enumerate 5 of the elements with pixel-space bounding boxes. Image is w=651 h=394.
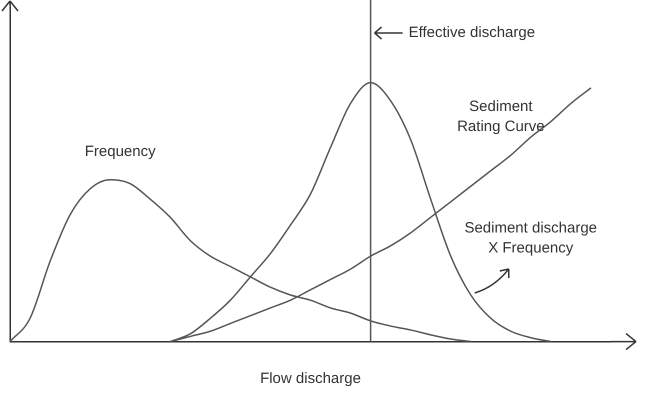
series-label: Sediment discharge X Frequency (464, 219, 598, 256)
x-axis-title: Flow discharge (260, 370, 361, 388)
series-label: Sediment Rating Curve (457, 98, 545, 136)
text: Effective discharge (408, 24, 536, 42)
series-label: Frequency (84, 142, 156, 160)
